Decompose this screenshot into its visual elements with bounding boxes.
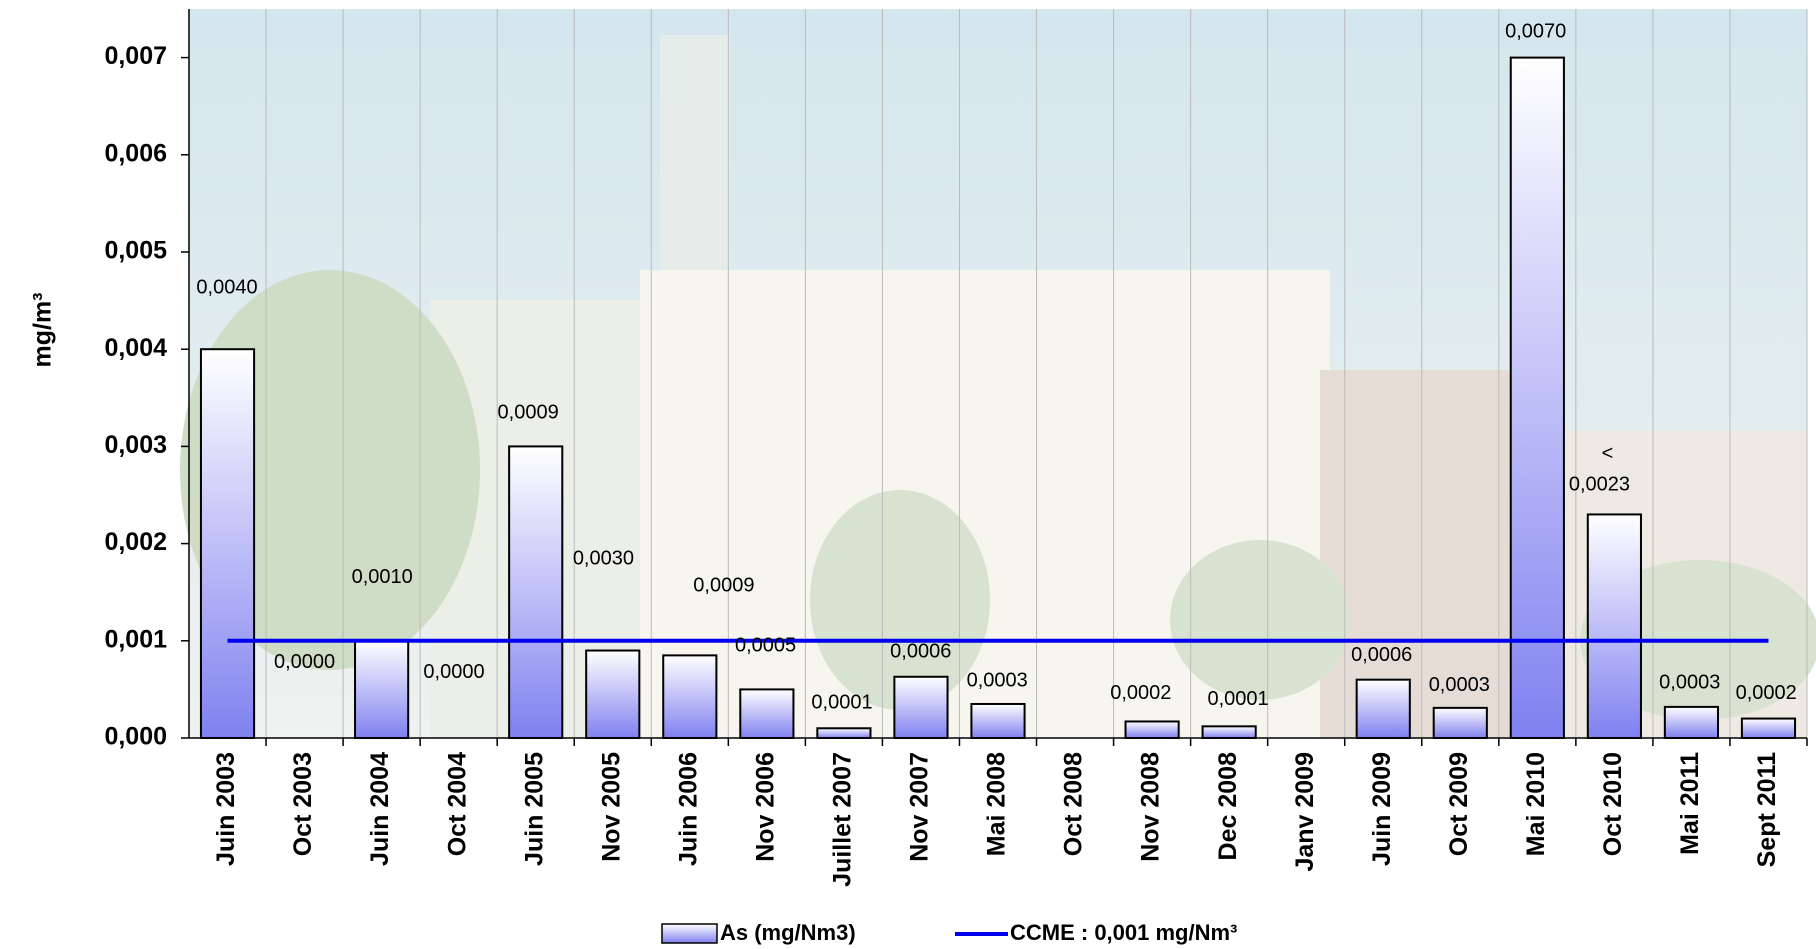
y-tick-label: 0,000 [104, 723, 167, 751]
x-tick-label: Mai 2011 [1676, 752, 1704, 855]
data-label: 0,0040 [196, 277, 257, 299]
bar [893, 675, 949, 739]
data-label: 0,0002 [1110, 682, 1171, 704]
data-label: 0,0010 [352, 566, 413, 588]
x-tick-label: Nov 2005 [597, 752, 625, 862]
data-label: 0,0030 [573, 548, 634, 570]
x-tick-label: Nov 2007 [906, 752, 934, 862]
data-label: 0,0002 [1736, 682, 1797, 704]
data-label: 0,0003 [1659, 672, 1720, 694]
y-tick-label: 0,002 [104, 528, 167, 556]
y-tick-label: 0,006 [104, 139, 167, 167]
legend: As (mg/Nm3) CCME : 0,001 mg/Nm³ [661, 920, 1237, 945]
bar [1663, 705, 1720, 739]
background-photo [180, 9, 1816, 738]
x-tick-label: Nov 2008 [1137, 752, 1165, 862]
data-label: 0,0005 [735, 635, 796, 657]
legend-label: As (mg/Nm3) [720, 920, 856, 945]
x-tick-label: Juin 2005 [520, 752, 548, 866]
legend-swatch [661, 923, 718, 944]
bar [354, 639, 410, 739]
data-label: 0,0009 [498, 402, 559, 424]
x-tick-label: Oct 2009 [1445, 752, 1473, 856]
y-tick-label: 0,007 [104, 42, 167, 70]
x-tick-label: Juin 2004 [366, 752, 394, 866]
x-tick-label: Juillet 2007 [829, 752, 857, 887]
data-label: 0,0001 [811, 691, 872, 713]
y-tick-label: 0,001 [104, 625, 167, 653]
bar [1355, 678, 1411, 739]
legend-label: CCME : 0,001 mg/Nm³ [1010, 920, 1237, 945]
x-tick-label: Nov 2006 [751, 752, 779, 862]
x-tick-label: Oct 2004 [443, 752, 471, 856]
data-label: 0,0000 [423, 661, 484, 683]
x-tick-label: Dec 2008 [1214, 752, 1242, 861]
data-label: 0,0003 [1429, 674, 1490, 696]
data-label: 0,0000 [274, 651, 335, 673]
x-tick-label: Juin 2006 [674, 752, 702, 866]
data-label: 0,0006 [1351, 644, 1412, 666]
bar [662, 654, 718, 740]
x-tick-label: Mai 2008 [983, 752, 1011, 856]
bar [970, 702, 1026, 739]
bar [1201, 725, 1257, 739]
bar [816, 727, 872, 740]
bar [1509, 56, 1565, 740]
x-tick-label: Juin 2009 [1368, 752, 1396, 866]
y-tick-label: 0,005 [104, 237, 167, 265]
x-tick-label: Oct 2003 [289, 752, 317, 856]
bar [199, 348, 256, 739]
x-tick-label: Janv 2009 [1291, 752, 1319, 872]
data-label: 0,0003 [967, 669, 1028, 691]
data-label: < [1602, 442, 1614, 464]
data-label: 0,0009 [693, 574, 754, 596]
bar [585, 649, 641, 740]
bar [1432, 706, 1488, 739]
y-tick-label: 0,003 [104, 431, 167, 459]
category-gridlines [265, 9, 1808, 738]
bar [508, 445, 564, 739]
x-tick-label: Oct 2008 [1060, 752, 1088, 856]
x-tick-label: Sept 2011 [1753, 752, 1781, 867]
bar [1124, 720, 1180, 740]
x-tick-label: Mai 2010 [1522, 752, 1550, 856]
x-tick-label: Juin 2003 [212, 752, 240, 866]
bar [1586, 513, 1642, 739]
y-tick-label: 0,004 [104, 334, 167, 362]
bar [739, 688, 795, 740]
data-label: 0,0023 [1569, 474, 1630, 496]
data-label: 0,0001 [1207, 688, 1268, 710]
bar [1740, 717, 1797, 739]
x-tick-label: Oct 2010 [1599, 752, 1627, 856]
data-label: 0,0006 [890, 640, 951, 662]
y-axis-title: mg/m³ [29, 293, 57, 368]
data-label: 0,0070 [1505, 21, 1566, 43]
